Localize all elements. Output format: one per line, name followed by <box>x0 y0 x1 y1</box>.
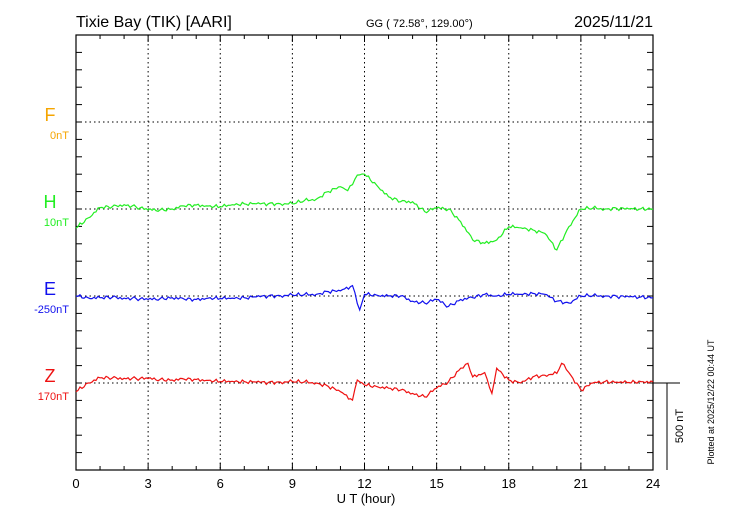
component-offset-E: -250nT <box>34 304 69 316</box>
scale-bar: 500 nT <box>653 382 686 470</box>
station-title: Tixie Bay (TIK) [AARI] <box>76 14 232 31</box>
x-tick-label: 18 <box>502 476 516 491</box>
component-name-H: H <box>44 192 57 212</box>
component-offset-H: 10nT <box>44 217 69 229</box>
component-name-Z: Z <box>45 366 56 386</box>
component-offset-Z: 170nT <box>38 391 69 403</box>
trace-H <box>75 173 654 251</box>
scale-bar-label: 500 nT <box>674 409 686 444</box>
x-tick-label: 9 <box>289 476 296 491</box>
trace-Z <box>75 362 654 402</box>
component-name-F: F <box>45 105 56 125</box>
plot-date: 2025/11/21 <box>574 14 653 31</box>
component-name-E: E <box>44 279 56 299</box>
axes: 0 3 6 9 12 15 18 21 24 <box>72 34 660 491</box>
component-offset-F: 0nT <box>50 130 69 142</box>
plotted-timestamp: Plotted at 2025/12/22 00:44 UT <box>706 339 716 465</box>
station-coordinates: GG ( 72.58°, 129.00°) <box>366 18 473 30</box>
x-tick-label: 15 <box>429 476 443 491</box>
x-tick-label: 12 <box>357 476 371 491</box>
x-tick-label: 21 <box>574 476 588 491</box>
x-tick-label: 3 <box>145 476 152 491</box>
x-tick-label: 6 <box>217 476 224 491</box>
x-tick-label: 0 <box>72 476 79 491</box>
x-tick-label: 24 <box>646 476 660 491</box>
x-axis-label: U T (hour) <box>337 491 396 506</box>
component-labels: F 0nT H 10nT E -250nT Z 170nT <box>34 105 69 403</box>
traces <box>75 173 654 402</box>
trace-E <box>75 284 654 312</box>
grid-lines <box>76 35 653 470</box>
